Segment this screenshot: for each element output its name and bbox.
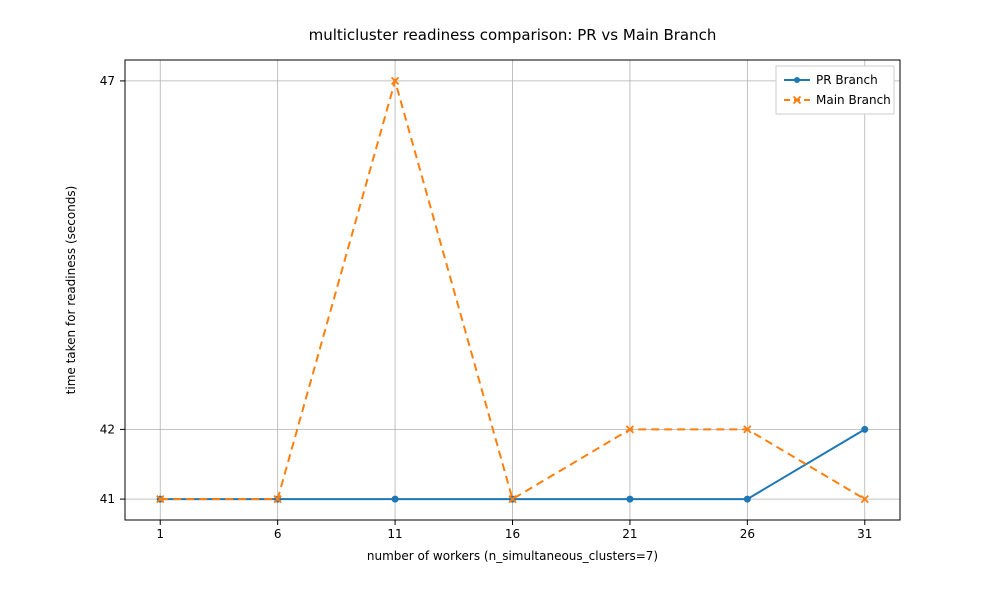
x-axis-label: number of workers (n_simultaneous_cluste… (367, 549, 658, 563)
chart-title: multicluster readiness comparison: PR vs… (309, 26, 717, 44)
legend: PR Branch Main Branch (776, 66, 894, 114)
series-marker-circle (627, 496, 633, 502)
series-marker-circle (392, 496, 398, 502)
legend-marker-circle (794, 77, 800, 83)
chart-container: 161116212631414247number of workers (n_s… (0, 0, 1000, 600)
x-tick-label: 16 (505, 527, 520, 541)
y-axis-label: time taken for readiness (seconds) (64, 186, 78, 395)
series-marker-circle (862, 426, 868, 432)
y-tick-label: 42 (100, 422, 115, 436)
series-marker-circle (744, 496, 750, 502)
x-tick-label: 11 (387, 527, 402, 541)
y-tick-label: 47 (100, 74, 115, 88)
x-tick-label: 21 (622, 527, 637, 541)
x-tick-label: 6 (274, 527, 282, 541)
legend-label: Main Branch (816, 93, 891, 107)
y-tick-label: 41 (100, 492, 115, 506)
x-tick-label: 1 (156, 527, 164, 541)
x-tick-label: 31 (857, 527, 872, 541)
legend-label: PR Branch (816, 73, 878, 87)
line-chart: 161116212631414247number of workers (n_s… (0, 0, 1000, 600)
x-tick-label: 26 (740, 527, 755, 541)
